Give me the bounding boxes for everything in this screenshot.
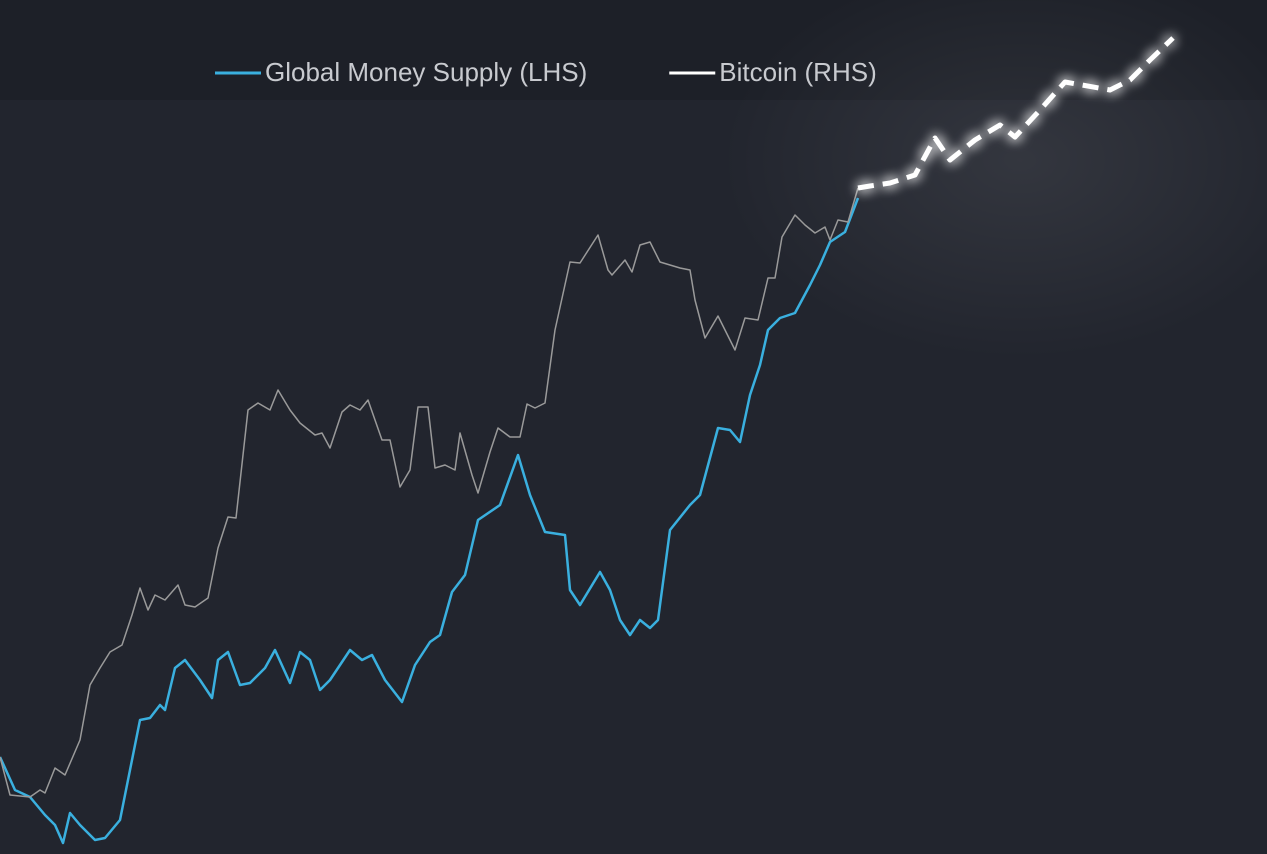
glow-halo [720,0,1267,360]
series-line [0,187,859,798]
legend-label: Global Money Supply (LHS) [265,57,587,87]
legend-label: Bitcoin (RHS) [719,57,876,87]
series-line [0,197,860,845]
series-line [857,36,1175,191]
